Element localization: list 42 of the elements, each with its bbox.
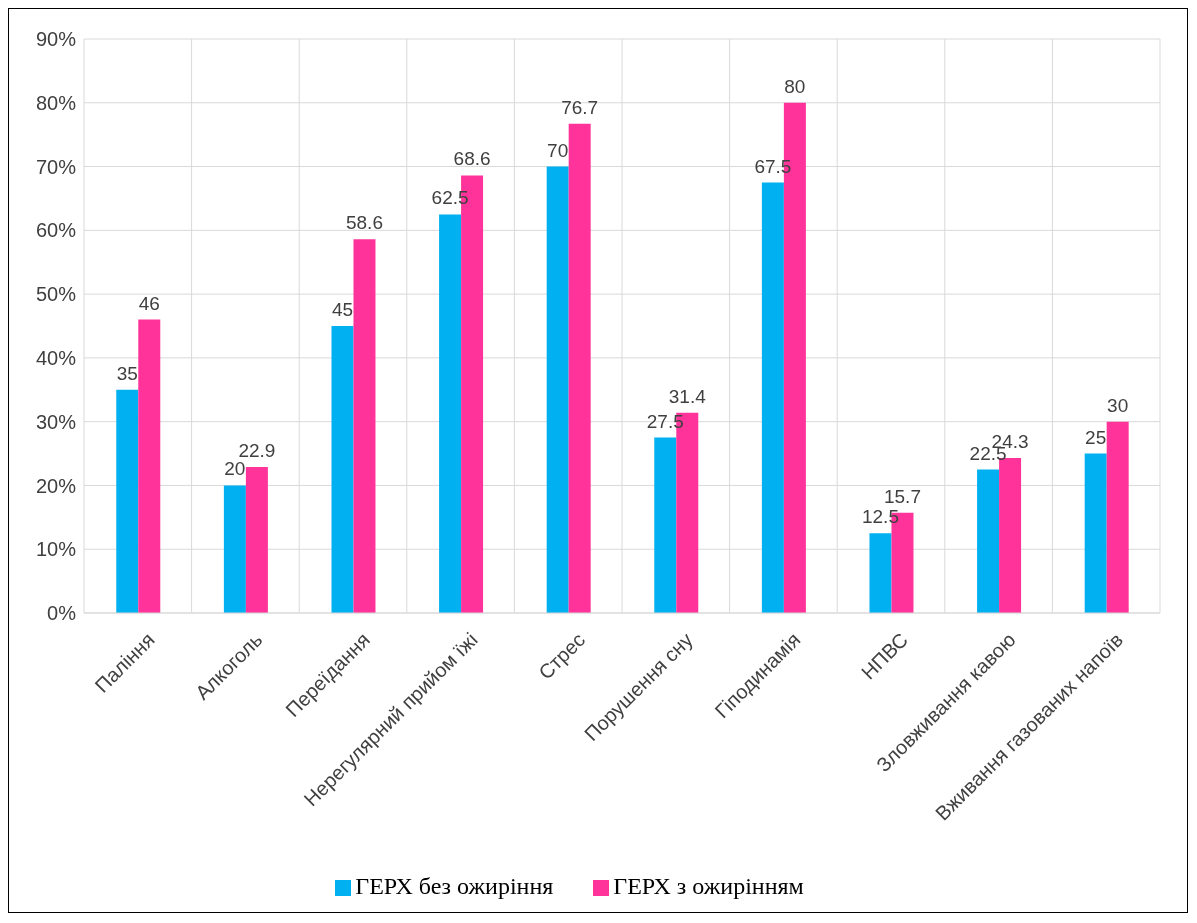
data-label: 45 — [331, 299, 354, 320]
y-tick-label: 30% — [35, 410, 77, 433]
y-tick-label: 80% — [35, 91, 77, 114]
bar — [245, 466, 268, 613]
bar — [439, 214, 462, 613]
y-tick-label: 0% — [47, 602, 77, 625]
y-tick-label: 70% — [35, 155, 77, 178]
data-label: 70 — [547, 139, 569, 161]
bar — [654, 437, 677, 613]
bar — [869, 533, 892, 613]
bar — [761, 182, 784, 613]
bar — [1106, 421, 1129, 613]
legend-label: ГЕРХ з ожирінням — [613, 873, 804, 899]
bar — [1084, 453, 1107, 613]
y-tick-label: 10% — [35, 538, 77, 561]
data-label: 30 — [1107, 394, 1129, 416]
data-label: 20 — [224, 458, 246, 480]
data-label: 22.9 — [238, 439, 276, 461]
bar — [223, 485, 246, 613]
data-label: 15.7 — [883, 485, 921, 507]
data-label: 46 — [138, 292, 160, 314]
bar — [138, 319, 161, 613]
bar — [568, 123, 591, 613]
bar — [546, 166, 569, 613]
legend-label: ГЕРХ без ожиріння — [355, 873, 554, 899]
data-label: 25 — [1085, 426, 1107, 448]
y-tick-label: 90% — [35, 28, 77, 51]
data-label: 80 — [784, 75, 806, 97]
y-tick-label: 60% — [35, 219, 77, 242]
y-tick-label: 50% — [35, 283, 77, 306]
data-label: 31.4 — [668, 385, 707, 407]
data-label: 68.6 — [453, 148, 491, 170]
data-label: 76.7 — [561, 96, 599, 118]
data-label: 35 — [116, 362, 138, 384]
bar — [331, 326, 354, 613]
y-tick-label: 40% — [35, 346, 77, 369]
bar — [116, 389, 139, 613]
bar — [977, 469, 1000, 613]
y-tick-label: 20% — [35, 474, 77, 497]
bar — [999, 458, 1022, 613]
bar — [353, 239, 376, 613]
data-label: 58.6 — [345, 212, 383, 234]
